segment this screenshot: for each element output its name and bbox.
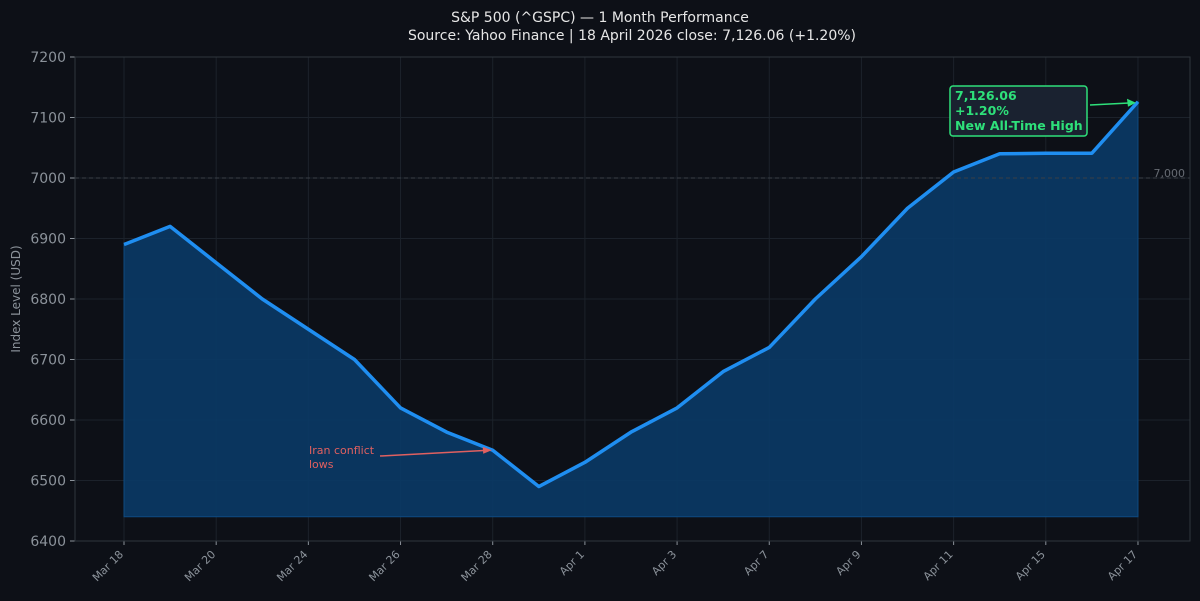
x-tick-label: Apr 11 xyxy=(921,548,956,583)
annotation-text: 7,126.06 xyxy=(955,88,1017,103)
y-tick-label: 6600 xyxy=(30,413,66,429)
x-tick-label: Mar 18 xyxy=(90,548,126,584)
reference-line-label: 7,000 xyxy=(1154,167,1186,180)
x-tick-label: Mar 20 xyxy=(182,548,218,584)
y-tick-label: 7000 xyxy=(30,171,66,187)
y-tick-label: 6900 xyxy=(30,232,66,248)
annotation-arrow xyxy=(1090,103,1134,105)
annotation-text: Iran conflict xyxy=(309,444,375,457)
y-tick-label: 6400 xyxy=(30,534,66,550)
annotation-text: New All-Time High xyxy=(955,118,1083,133)
x-tick-label: Apr 17 xyxy=(1105,548,1140,583)
chart-title: S&P 500 (^GSPC) — 1 Month Performance xyxy=(451,10,749,26)
x-tick-label: Apr 15 xyxy=(1013,548,1048,583)
x-tick-label: Apr 7 xyxy=(741,548,771,578)
x-tick-label: Apr 1 xyxy=(557,548,587,578)
y-tick-label: 7200 xyxy=(30,50,66,66)
x-tick-label: Mar 26 xyxy=(366,548,402,584)
y-tick-label: 6700 xyxy=(30,353,66,369)
chart-subtitle: Source: Yahoo Finance | 18 April 2026 cl… xyxy=(408,28,856,44)
x-tick-label: Apr 3 xyxy=(649,548,679,578)
x-tick-label: Mar 28 xyxy=(459,548,495,584)
annotation-text: +1.20% xyxy=(955,103,1009,118)
y-axis-label: Index Level (USD) xyxy=(9,245,23,352)
x-tick-label: Mar 24 xyxy=(274,548,310,584)
y-tick-label: 6800 xyxy=(30,292,66,308)
annotation-text: lows xyxy=(309,458,334,471)
x-tick-label: Apr 9 xyxy=(833,548,863,578)
y-tick-label: 7100 xyxy=(30,111,66,127)
y-tick-label: 6500 xyxy=(30,474,66,490)
